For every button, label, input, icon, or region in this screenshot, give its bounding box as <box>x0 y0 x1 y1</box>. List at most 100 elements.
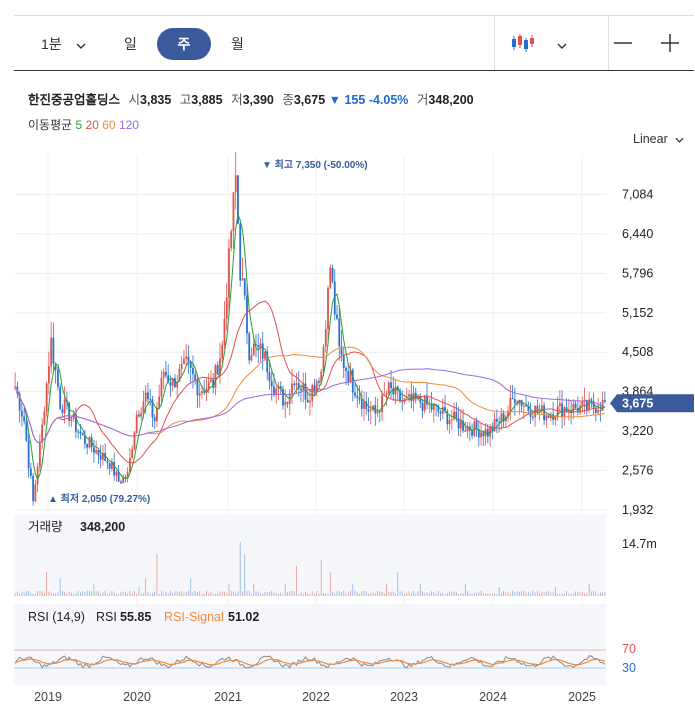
candle <box>536 405 539 412</box>
candle <box>471 430 473 436</box>
rsi-signal-value: 51.02 <box>228 610 259 624</box>
candle <box>201 391 203 394</box>
candle <box>194 374 197 381</box>
candle <box>133 432 136 450</box>
candle <box>363 401 365 409</box>
candle <box>592 401 595 408</box>
interval-select[interactable]: 1분 <box>41 16 86 72</box>
candle <box>322 346 325 372</box>
tab-day[interactable]: 일 <box>124 16 137 72</box>
candle <box>543 405 545 421</box>
candle <box>160 377 163 397</box>
candle <box>75 414 77 432</box>
candle <box>97 449 100 456</box>
ma-label: 이동평균 <box>28 118 73 132</box>
candle <box>367 409 370 412</box>
change-value: ▼ 155 <box>328 93 366 107</box>
candle <box>279 386 282 390</box>
candle <box>414 392 417 400</box>
rsi-signal-line <box>14 658 606 666</box>
candle <box>286 401 289 404</box>
candle <box>432 404 435 410</box>
ma-line-20 <box>14 300 605 464</box>
candle <box>210 379 212 382</box>
volume-title: 거래량 <box>28 520 63 534</box>
candle <box>448 419 451 425</box>
candle <box>520 399 523 407</box>
y-tick-label: 5,152 <box>622 306 653 320</box>
close-label: 종 <box>282 93 294 107</box>
candle <box>180 364 183 369</box>
candle <box>590 399 593 402</box>
ma-120: 120 <box>118 118 139 132</box>
candle <box>498 421 500 423</box>
candle <box>360 399 363 409</box>
candle <box>385 393 388 395</box>
y-tick-label: 3,220 <box>622 424 653 438</box>
candle <box>378 411 381 413</box>
chart-type-button[interactable] <box>511 16 567 72</box>
candle <box>477 429 480 438</box>
rsi-value: 55.85 <box>120 610 151 624</box>
candle <box>68 402 71 421</box>
x-tick-label: 2021 <box>214 690 242 704</box>
candle <box>594 407 597 413</box>
candle <box>20 410 23 417</box>
candle <box>108 463 111 469</box>
tab-week[interactable]: 주 <box>157 28 211 60</box>
scale-select[interactable]: Linear <box>633 132 684 146</box>
candle <box>41 424 44 443</box>
candle <box>52 337 55 364</box>
rsi-panel <box>14 604 606 685</box>
y-tick-label: 1,932 <box>622 503 653 517</box>
candle <box>291 383 293 394</box>
candle <box>113 461 116 476</box>
x-tick-label: 2019 <box>34 690 62 704</box>
tab-month[interactable]: 월 <box>231 16 244 72</box>
chevron-down-icon <box>76 36 86 52</box>
high-label: 고 <box>179 93 192 107</box>
candle <box>603 399 606 402</box>
candle <box>126 472 129 478</box>
candle <box>246 295 248 334</box>
candle <box>304 383 307 400</box>
tab-month-label: 월 <box>231 36 244 52</box>
candle <box>480 432 482 438</box>
scale-label: Linear <box>633 132 668 146</box>
candle <box>95 449 98 453</box>
candle <box>23 416 26 422</box>
zoom-in-button[interactable] <box>661 16 679 72</box>
plus-icon <box>661 33 679 55</box>
candle <box>232 192 235 232</box>
ma-60: 60 <box>102 118 116 132</box>
zoom-out-button[interactable] <box>614 16 632 72</box>
interval-label: 1분 <box>41 36 62 52</box>
candle <box>547 415 550 418</box>
current-price-marker <box>610 394 694 413</box>
candle <box>527 405 530 411</box>
volume-panel <box>14 514 606 596</box>
candle <box>455 411 458 419</box>
candle <box>309 400 311 403</box>
candle <box>576 407 579 413</box>
candle <box>219 358 221 375</box>
candle <box>216 365 219 375</box>
candle <box>293 383 296 386</box>
candle <box>599 410 602 412</box>
candle <box>47 366 50 384</box>
moving-average-legend: 이동평균 5 20 60 120 <box>28 116 139 133</box>
rsi-level-30-label: 30 <box>622 661 636 675</box>
change-pct: -4.05% <box>368 93 409 107</box>
ma-5: 5 <box>75 118 83 132</box>
candle <box>511 398 514 400</box>
close-value: 3,675 <box>293 93 326 107</box>
candle <box>25 421 28 441</box>
x-tick-label: 2020 <box>123 690 151 704</box>
candle <box>54 363 57 370</box>
max-price-label: ▼ 최고 7,350 (-50.00%) <box>262 158 368 171</box>
y-tick-label: 5,796 <box>622 266 653 280</box>
candle <box>581 401 584 406</box>
candle <box>428 403 431 405</box>
candle <box>572 403 575 413</box>
